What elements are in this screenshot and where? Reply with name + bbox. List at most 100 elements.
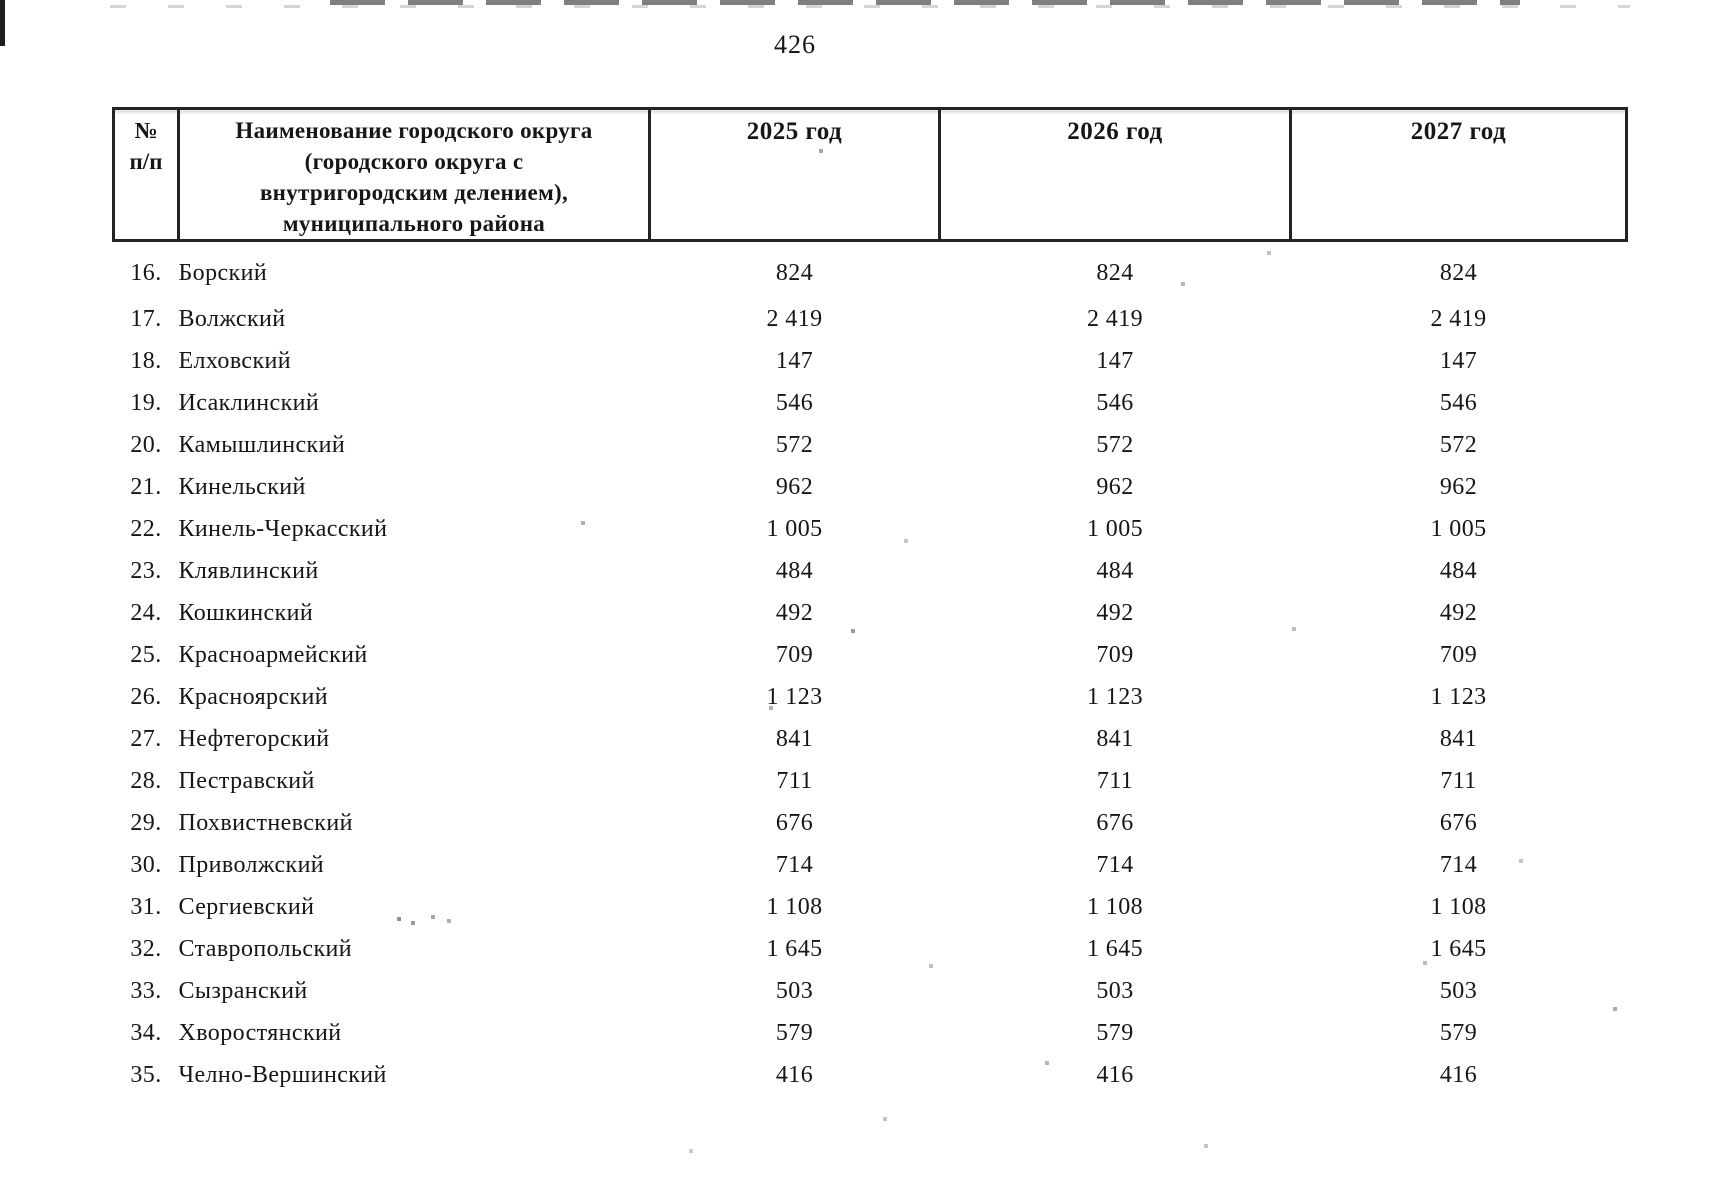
table-row: 32. Ставропольский 1 645 1 645 1 645 [114, 928, 1627, 970]
value-2026: 714 [1096, 851, 1134, 878]
value-2027: 546 [1439, 389, 1478, 416]
table-row: 17. Волжский 2 419 2 419 2 419 [114, 298, 1627, 340]
scan-noise-edge [0, 0, 5, 46]
district-name: Клявлинский [178, 557, 319, 584]
table-row: 19. Исаклинский 546 546 546 [114, 382, 1627, 424]
value-2025: 676 [775, 809, 814, 836]
value-2026: 2 419 [1087, 305, 1143, 332]
value-2026: 579 [1096, 1019, 1134, 1046]
value-2025: 709 [775, 641, 814, 668]
table-row: 28. Пестравский 711 711 711 [114, 760, 1627, 802]
value-2027: 147 [1439, 347, 1478, 374]
value-2026: 572 [1096, 431, 1134, 458]
row-number: 27. [130, 725, 162, 752]
scan-noise-strip [110, 5, 1630, 8]
row-number: 17. [130, 305, 162, 332]
header-row: № п/п Наименование городского округа (го… [112, 107, 1628, 242]
value-2027: 492 [1439, 599, 1478, 626]
district-name: Елховский [178, 347, 292, 374]
table-row: 30. Приволжский 714 714 714 [114, 844, 1627, 886]
district-name: Волжский [178, 305, 286, 332]
value-2026: 1 005 [1087, 515, 1143, 542]
row-number: 23. [130, 557, 162, 584]
row-number: 34. [130, 1019, 162, 1046]
value-2025: 711 [776, 767, 813, 794]
value-2027: 572 [1439, 431, 1478, 458]
value-2026: 416 [1096, 1061, 1134, 1088]
table-row: 23. Клявлинский 484 484 484 [114, 550, 1627, 592]
value-2027: 709 [1439, 641, 1478, 668]
value-2026: 484 [1096, 557, 1134, 584]
district-name: Исаклинский [178, 389, 320, 416]
budget-table: № п/п Наименование городского округа (го… [112, 107, 1628, 1096]
row-number: 33. [130, 977, 162, 1004]
value-2027: 484 [1439, 557, 1478, 584]
table-row: 35. Челно-Вершинский 416 416 416 [114, 1054, 1627, 1096]
value-2026: 492 [1096, 599, 1134, 626]
district-name: Нефтегорский [178, 725, 330, 752]
table-header: № п/п Наименование городского округа (го… [112, 107, 1628, 242]
value-2027: 1 108 [1430, 893, 1487, 920]
header-col-2026: 2026 год [938, 107, 1292, 242]
value-2025: 572 [775, 431, 814, 458]
value-2026: 841 [1096, 725, 1134, 752]
district-name: Камышлинский [178, 431, 346, 458]
value-2026: 1 123 [1087, 683, 1143, 710]
header-col-2025: 2025 год [648, 107, 941, 242]
value-2026: 546 [1096, 389, 1134, 416]
value-2027: 1 645 [1430, 935, 1487, 962]
district-name: Кинельский [178, 473, 306, 500]
table-row: 26. Красноярский 1 123 1 123 1 123 [114, 676, 1627, 718]
value-2026: 1 645 [1087, 935, 1143, 962]
district-name: Кинель-Черкасский [178, 515, 388, 542]
value-2026: 824 [1096, 259, 1134, 286]
value-2027: 714 [1439, 851, 1478, 878]
value-2025: 714 [775, 851, 814, 878]
table-row: 25. Красноармейский 709 709 709 [114, 634, 1627, 676]
page-number: 426 [774, 30, 816, 59]
value-2025: 841 [775, 725, 814, 752]
district-name: Борский [178, 259, 268, 286]
value-2025: 2 419 [766, 305, 823, 332]
value-2027: 579 [1439, 1019, 1478, 1046]
value-2025: 1 005 [766, 515, 823, 542]
district-name: Хворостянский [178, 1019, 342, 1046]
district-name: Кошкинский [178, 599, 314, 626]
header-col-2027: 2027 год [1289, 107, 1628, 242]
value-2025: 546 [775, 389, 814, 416]
value-2027: 1 123 [1430, 683, 1487, 710]
district-name: Пестравский [178, 767, 315, 794]
row-number: 35. [130, 1061, 162, 1088]
table-row: 27. Нефтегорский 841 841 841 [114, 718, 1627, 760]
value-2026: 676 [1096, 809, 1134, 836]
table-row: 21. Кинельский 962 962 962 [114, 466, 1627, 508]
value-2025: 503 [775, 977, 814, 1004]
row-number: 30. [130, 851, 162, 878]
table-body: 16. Борский 824 824 824 17. Волжский 2 419 2 419… [114, 241, 1627, 1097]
value-2027: 711 [1440, 767, 1477, 794]
value-2025: 147 [775, 347, 814, 374]
value-2027: 416 [1439, 1061, 1478, 1088]
value-2027: 824 [1439, 259, 1478, 286]
district-name: Похвистневский [178, 809, 353, 836]
row-number: 26. [130, 683, 162, 710]
value-2025: 1 123 [766, 683, 823, 710]
value-2026: 711 [1096, 767, 1134, 794]
district-name: Красноярский [178, 683, 329, 710]
scan-speckles [0, 0, 2, 2]
value-2027: 962 [1439, 473, 1478, 500]
value-2025: 579 [775, 1019, 814, 1046]
value-2027: 1 005 [1430, 515, 1487, 542]
row-number: 24. [130, 599, 162, 626]
row-number: 18. [130, 347, 162, 374]
value-2026: 503 [1096, 977, 1134, 1004]
value-2026: 147 [1096, 347, 1134, 374]
table-row: 18. Елховский 147 147 147 [114, 340, 1627, 382]
value-2025: 484 [775, 557, 814, 584]
table-row: 20. Камышлинский 572 572 572 [114, 424, 1627, 466]
district-name: Приволжский [178, 851, 325, 878]
district-name: Ставропольский [178, 935, 353, 962]
header-col-num: № п/п [112, 107, 180, 242]
value-2025: 824 [775, 259, 814, 286]
value-2025: 1 645 [766, 935, 823, 962]
